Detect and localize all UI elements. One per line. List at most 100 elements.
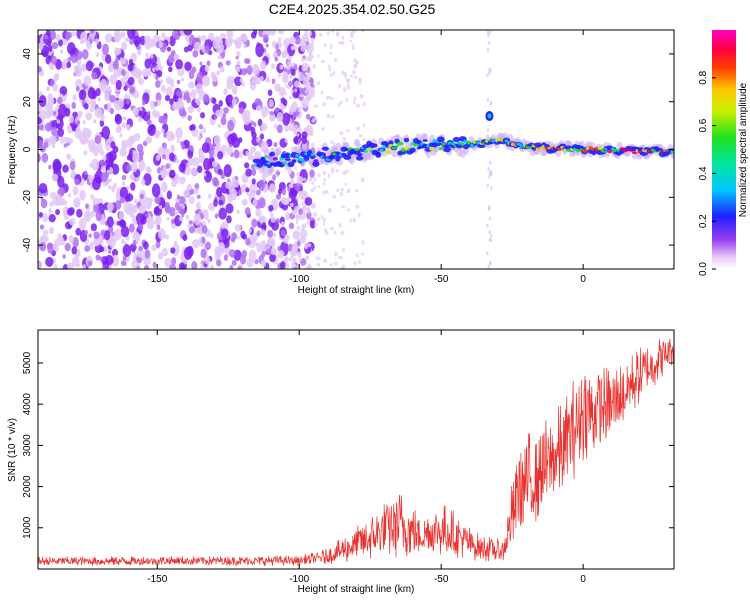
- noise-speckle: [99, 159, 104, 166]
- noise-speckle: [212, 97, 217, 105]
- noise-speckle: [339, 100, 343, 105]
- noise-speckle: [300, 100, 304, 106]
- noise-speckle: [147, 111, 151, 115]
- noise-speckle: [270, 216, 276, 223]
- noise-speckle: [78, 132, 87, 145]
- noise-speckle: [160, 84, 166, 93]
- noise-speckle: [155, 92, 162, 102]
- noise-speckle: [193, 213, 202, 226]
- noise-speckle: [296, 133, 300, 137]
- noise-speckle: [489, 233, 493, 238]
- noise-speckle: [45, 122, 52, 132]
- noise-speckle: [81, 63, 88, 72]
- noise-speckle: [59, 135, 66, 144]
- noise-speckle: [288, 109, 294, 115]
- noise-speckle: [328, 51, 333, 55]
- noise-speckle: [271, 40, 277, 48]
- noise-speckle: [172, 102, 180, 111]
- signal-core: [444, 144, 451, 148]
- noise-speckle: [353, 261, 357, 266]
- noise-speckle: [48, 207, 53, 214]
- noise-speckle: [190, 167, 198, 177]
- noise-speckle: [346, 189, 351, 194]
- signal-halo: [262, 166, 269, 175]
- noise-speckle: [151, 183, 161, 198]
- noise-speckle: [229, 188, 238, 201]
- noise-speckle: [109, 74, 117, 85]
- colorbar-tick-label: 0.0: [698, 262, 709, 276]
- noise-speckle: [90, 30, 95, 35]
- noise-speckle: [141, 100, 146, 106]
- noise-speckle: [88, 233, 92, 238]
- noise-speckle: [38, 154, 41, 161]
- noise-speckle: [81, 49, 89, 60]
- noise-speckle: [169, 152, 175, 162]
- noise-speckle: [338, 255, 343, 260]
- noise-speckle: [90, 194, 95, 200]
- noise-speckle: [281, 188, 287, 196]
- noise-speckle: [340, 188, 345, 192]
- noise-speckle: [145, 52, 149, 59]
- noise-speckle: [68, 235, 74, 244]
- noise-speckle: [152, 261, 157, 269]
- colorbar-label: Normalized spectral amplitude: [738, 82, 749, 217]
- noise-speckle: [200, 248, 207, 259]
- noise-speckle: [256, 230, 261, 237]
- noise-speckle: [82, 120, 86, 125]
- noise-speckle: [178, 216, 184, 222]
- noise-speckle: [142, 68, 149, 77]
- noise-speckle: [489, 170, 493, 175]
- noise-speckle: [204, 257, 211, 265]
- noise-speckle: [236, 60, 241, 66]
- noise-speckle: [119, 186, 129, 200]
- noise-speckle: [114, 114, 123, 125]
- noise-speckle: [290, 178, 295, 184]
- noise-speckle: [320, 59, 326, 64]
- noise-speckle: [332, 70, 336, 76]
- signal-core: [313, 159, 319, 163]
- noise-speckle: [284, 234, 288, 239]
- noise-speckle: [211, 160, 218, 168]
- noise-speckle: [347, 78, 351, 83]
- noise-speckle: [268, 30, 277, 36]
- noise-speckle: [121, 58, 127, 65]
- noise-speckle: [55, 34, 61, 42]
- noise-speckle: [115, 126, 122, 134]
- noise-speckle: [362, 123, 366, 128]
- noise-speckle: [266, 109, 270, 114]
- noise-speckle: [93, 164, 98, 171]
- snr-background: [38, 330, 674, 569]
- noise-speckle: [181, 110, 187, 117]
- noise-speckle: [122, 255, 127, 261]
- signal-core: [413, 143, 419, 147]
- noise-speckle: [150, 53, 154, 59]
- noise-speckle: [309, 169, 315, 178]
- noise-speckle: [51, 55, 57, 65]
- noise-speckle: [293, 45, 299, 50]
- noise-speckle: [487, 167, 490, 172]
- noise-speckle: [255, 189, 261, 196]
- snr-series-line: [37, 339, 675, 567]
- noise-speckle: [204, 170, 213, 183]
- noise-speckle: [43, 141, 49, 149]
- noise-speckle: [38, 212, 44, 218]
- noise-speckle: [270, 147, 275, 153]
- noise-speckle: [188, 225, 196, 234]
- noise-speckle: [137, 50, 142, 56]
- signal-core: [516, 142, 522, 146]
- noise-speckle: [39, 109, 48, 120]
- noise-speckle: [161, 154, 166, 160]
- signal-core-outline: [403, 137, 410, 143]
- noise-speckle: [161, 247, 168, 257]
- noise-speckle: [99, 119, 105, 127]
- signal-halo: [425, 150, 432, 159]
- noise-speckle: [255, 43, 264, 58]
- noise-speckle: [52, 244, 57, 250]
- snr-frame: [37, 329, 675, 570]
- signal-core: [670, 150, 674, 154]
- signal-core: [422, 139, 428, 142]
- noise-speckle: [158, 228, 166, 240]
- noise-speckle: [170, 144, 175, 153]
- noise-speckle: [293, 131, 296, 136]
- noise-speckle: [308, 177, 313, 182]
